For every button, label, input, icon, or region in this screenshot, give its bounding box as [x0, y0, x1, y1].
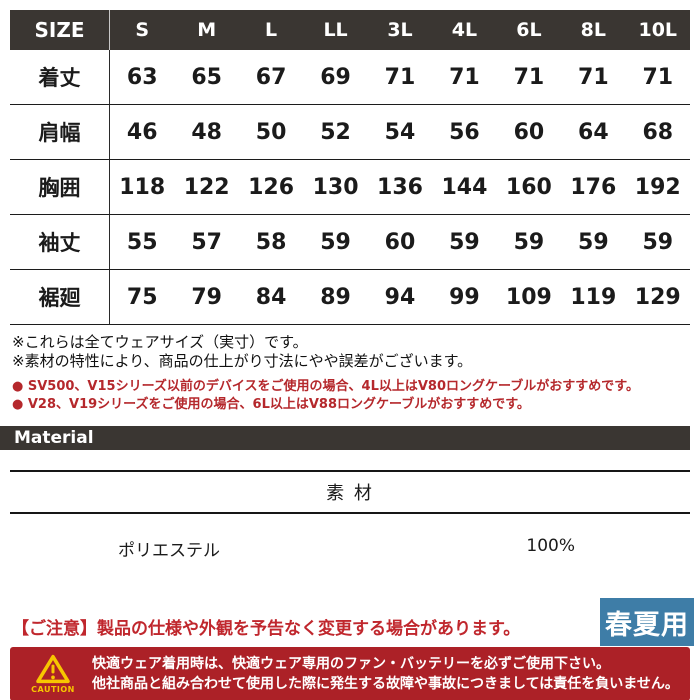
table-cell: 176	[561, 160, 626, 215]
caution-line: 快適ウェア着用時は、快適ウェア専用のファン・バッテリーを必ずご使用下さい。	[92, 656, 610, 672]
table-cell: 57	[174, 215, 239, 270]
caution-label: CAUTION	[31, 685, 75, 694]
table-cell: 71	[561, 50, 626, 105]
material-percent: 100%	[526, 536, 575, 556]
material-section-header: Material	[0, 426, 690, 450]
cable-recommendations: ● SV500、V15シリーズ以前のデバイスをご使用の場合、4L以上はV80ロン…	[12, 378, 700, 414]
material-name: ポリエステル	[118, 541, 220, 561]
table-cell: 109	[496, 270, 562, 325]
table-cell: 64	[561, 105, 626, 160]
change-notice: 【ご注意】製品の仕様や外観を予告なく変更する場合があります。	[12, 619, 521, 639]
table-cell: 56	[432, 105, 497, 160]
size-column-header: 6L	[496, 10, 562, 50]
size-column-header: LL	[303, 10, 368, 50]
note-line: ※これらは全てウェアサイズ（実寸）です。	[12, 333, 308, 351]
table-cell: 136	[367, 160, 433, 215]
recommendation-line: ● SV500、V15シリーズ以前のデバイスをご使用の場合、4L以上はV80ロン…	[12, 379, 639, 394]
table-row-label: 肩幅	[10, 105, 110, 160]
table-cell: 60	[367, 215, 433, 270]
table-cell: 75	[110, 270, 175, 325]
size-chart-table: SIZE S M L LL 3L 4L 6L 8L 10L 着丈 63 65 67 69 71 71 71 71 71…	[10, 10, 690, 325]
table-row-label: 裾廻	[10, 270, 110, 325]
table-cell: 63	[110, 50, 175, 105]
caution-line: 他社商品と組み合わせて使用した際に発生する故障や事故につきましては責任を負いませ…	[92, 676, 679, 692]
table-cell: 59	[625, 215, 690, 270]
size-column-header: 8L	[561, 10, 626, 50]
table-cell: 55	[110, 215, 175, 270]
table-cell: 192	[625, 160, 690, 215]
table-cell: 52	[303, 105, 368, 160]
table-row-label: 袖丈	[10, 215, 110, 270]
caution-text: 快適ウェア着用時は、快適ウェア専用のファン・バッテリーを必ずご使用下さい。 他社…	[92, 654, 679, 694]
table-cell: 84	[238, 270, 304, 325]
table-cell: 79	[174, 270, 239, 325]
table-cell: 89	[303, 270, 368, 325]
table-cell: 59	[432, 215, 497, 270]
table-cell: 71	[367, 50, 433, 105]
table-cell: 129	[625, 270, 690, 325]
table-cell: 65	[174, 50, 239, 105]
table-cell: 68	[625, 105, 690, 160]
size-column-header: M	[174, 10, 239, 50]
recommendation-line: ● V28、V19シリーズをご使用の場合、6L以上はV88ロングケーブルがおすす…	[12, 397, 530, 412]
divider	[10, 470, 690, 472]
table-cell: 130	[303, 160, 368, 215]
table-cell: 67	[238, 50, 304, 105]
table-cell: 54	[367, 105, 433, 160]
table-cell: 50	[238, 105, 304, 160]
material-row: ポリエステル 100%	[0, 514, 700, 561]
season-badge: 春夏用	[600, 598, 694, 646]
table-cell: 69	[303, 50, 368, 105]
table-cell: 122	[174, 160, 239, 215]
caution-box: CAUTION 快適ウェア着用時は、快適ウェア専用のファン・バッテリーを必ずご使…	[10, 647, 690, 700]
table-cell: 59	[561, 215, 626, 270]
size-column-header: L	[238, 10, 304, 50]
caution-icon: CAUTION	[26, 654, 80, 694]
divider	[10, 512, 690, 514]
table-cell: 71	[432, 50, 497, 105]
material-title: 素 材	[326, 483, 374, 504]
table-cell: 60	[496, 105, 562, 160]
note-line: ※素材の特性により、商品の仕上がり寸法にやや誤差がございます。	[12, 352, 473, 370]
product-spec-page: { "size_table": { "header": ["SIZE", "S"…	[0, 10, 700, 700]
size-header-cell: SIZE	[10, 10, 110, 50]
size-column-header: 4L	[432, 10, 497, 50]
size-column-header: 10L	[625, 10, 690, 50]
size-notes: ※これらは全てウェアサイズ（実寸）です。 ※素材の特性により、商品の仕上がり寸法…	[12, 333, 700, 371]
table-cell: 48	[174, 105, 239, 160]
size-column-header: 3L	[367, 10, 433, 50]
table-row-label: 着丈	[10, 50, 110, 105]
table-cell: 71	[625, 50, 690, 105]
table-cell: 94	[367, 270, 433, 325]
table-cell: 59	[303, 215, 368, 270]
table-cell: 118	[110, 160, 175, 215]
table-row-label: 胸囲	[10, 160, 110, 215]
warning-triangle-icon	[36, 654, 70, 684]
table-cell: 46	[110, 105, 175, 160]
table-cell: 119	[561, 270, 626, 325]
size-column-header: S	[110, 10, 175, 50]
table-cell: 59	[496, 215, 562, 270]
table-cell: 71	[496, 50, 562, 105]
table-cell: 99	[432, 270, 497, 325]
table-cell: 126	[238, 160, 304, 215]
table-cell: 160	[496, 160, 562, 215]
table-cell: 58	[238, 215, 304, 270]
table-cell: 144	[432, 160, 497, 215]
